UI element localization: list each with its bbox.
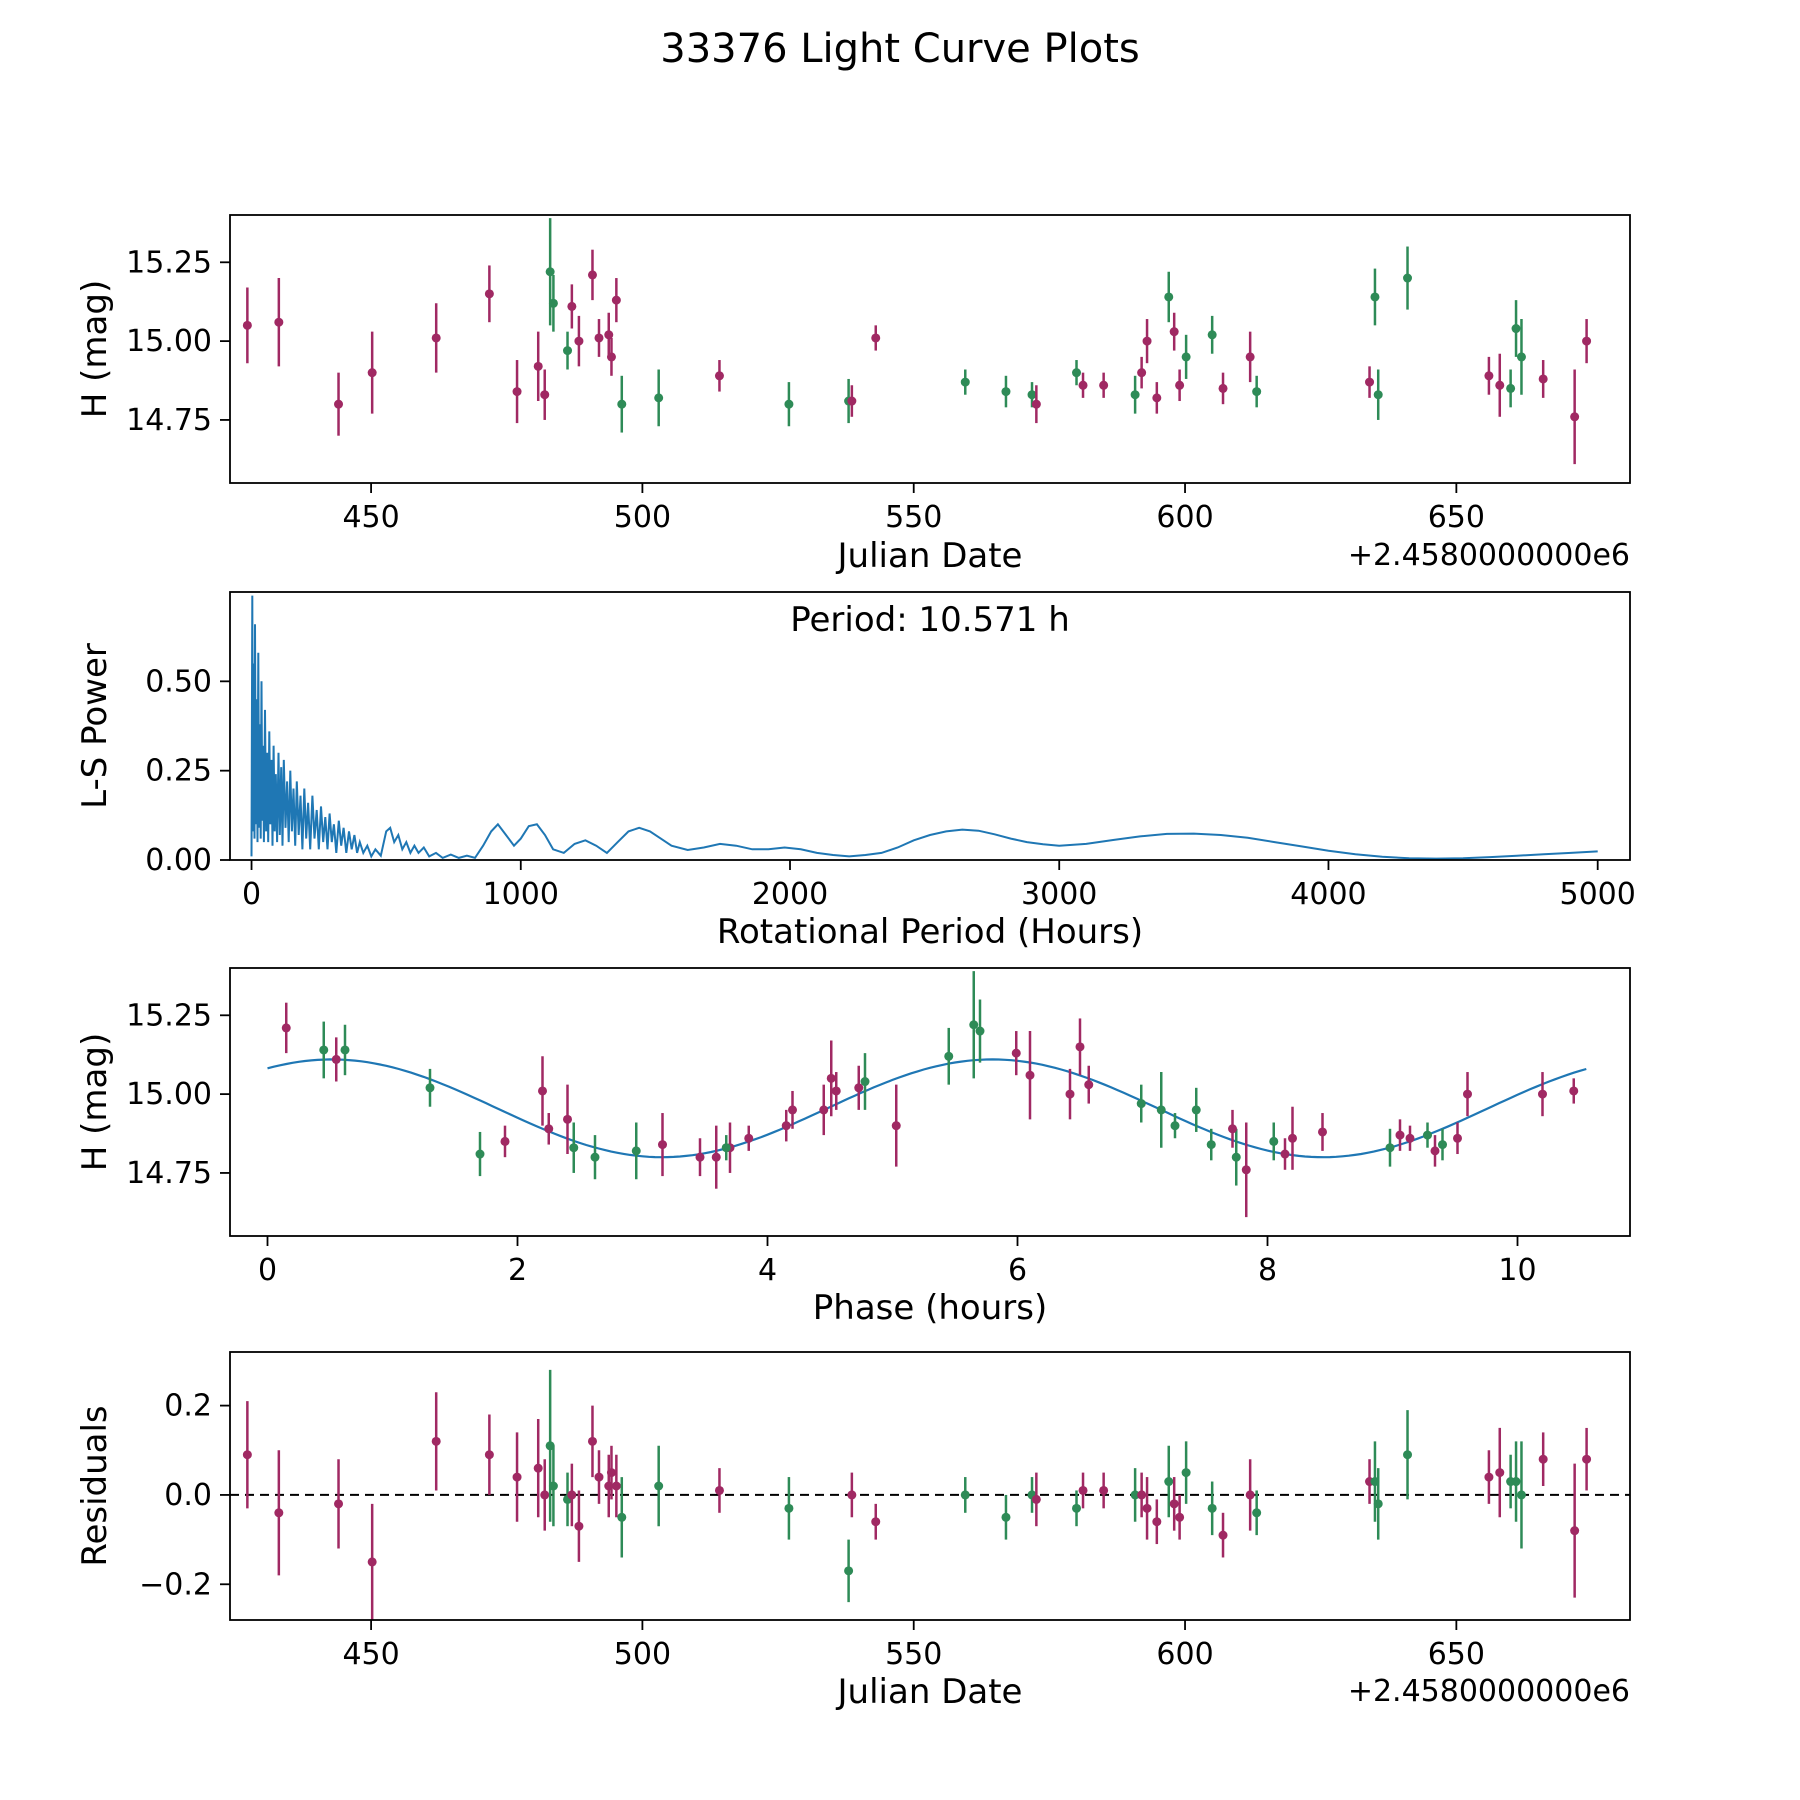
svg-text:15.00: 15.00 — [126, 1077, 212, 1112]
residuals-x-axis-label: Julian Date — [837, 1672, 1023, 1712]
svg-text:8: 8 — [1258, 1253, 1277, 1288]
svg-text:0.50: 0.50 — [145, 664, 212, 699]
svg-text:4000: 4000 — [1290, 877, 1366, 912]
svg-text:500: 500 — [614, 500, 671, 535]
svg-text:0: 0 — [242, 877, 261, 912]
phased-x-axis-label: Phase (hours) — [812, 1288, 1048, 1328]
svg-text:14.75: 14.75 — [126, 403, 212, 438]
svg-text:4: 4 — [758, 1253, 777, 1288]
svg-text:550: 550 — [885, 500, 942, 535]
svg-text:600: 600 — [1156, 1637, 1213, 1672]
periodogram-x-axis-label: Rotational Period (Hours) — [716, 912, 1144, 952]
svg-text:15.00: 15.00 — [126, 324, 212, 359]
svg-text:0.2: 0.2 — [164, 1389, 212, 1424]
period-annotation: Period: 10.571 h — [790, 600, 1070, 640]
svg-text:6: 6 — [1008, 1253, 1027, 1288]
svg-text:450: 450 — [342, 500, 399, 535]
svg-text:−0.2: −0.2 — [139, 1567, 212, 1602]
periodogram-y-axis-label: L-S Power — [75, 643, 115, 809]
svg-text:2000: 2000 — [752, 877, 828, 912]
svg-text:450: 450 — [342, 1637, 399, 1672]
figure-title: 33376 Light Curve Plots — [660, 26, 1140, 72]
lightcurve-x-axis-label: Julian Date — [837, 536, 1023, 576]
svg-text:0.25: 0.25 — [145, 754, 212, 789]
svg-text:14.75: 14.75 — [126, 1156, 212, 1191]
svg-text:0.0: 0.0 — [164, 1478, 212, 1513]
lightcurve-y-axis-label: H (mag) — [75, 279, 115, 419]
residuals-x-axis-offset: +2.4580000000e6 — [1347, 1674, 1630, 1709]
svg-text:1000: 1000 — [483, 877, 559, 912]
svg-text:2: 2 — [508, 1253, 527, 1288]
svg-text:600: 600 — [1156, 500, 1213, 535]
svg-text:15.25: 15.25 — [126, 245, 212, 280]
residuals-y-axis-label: Residuals — [75, 1405, 115, 1567]
lightcurve-x-axis-offset: +2.4580000000e6 — [1347, 538, 1630, 573]
svg-text:5000: 5000 — [1560, 877, 1636, 912]
svg-text:0.00: 0.00 — [145, 843, 212, 878]
svg-text:550: 550 — [885, 1637, 942, 1672]
svg-text:3000: 3000 — [1021, 877, 1097, 912]
svg-text:500: 500 — [614, 1637, 671, 1672]
svg-text:15.25: 15.25 — [126, 998, 212, 1033]
svg-text:0: 0 — [258, 1253, 277, 1288]
svg-text:650: 650 — [1428, 1637, 1485, 1672]
svg-text:10: 10 — [1498, 1253, 1536, 1288]
svg-text:650: 650 — [1428, 500, 1485, 535]
phased-y-axis-label: H (mag) — [75, 1032, 115, 1172]
